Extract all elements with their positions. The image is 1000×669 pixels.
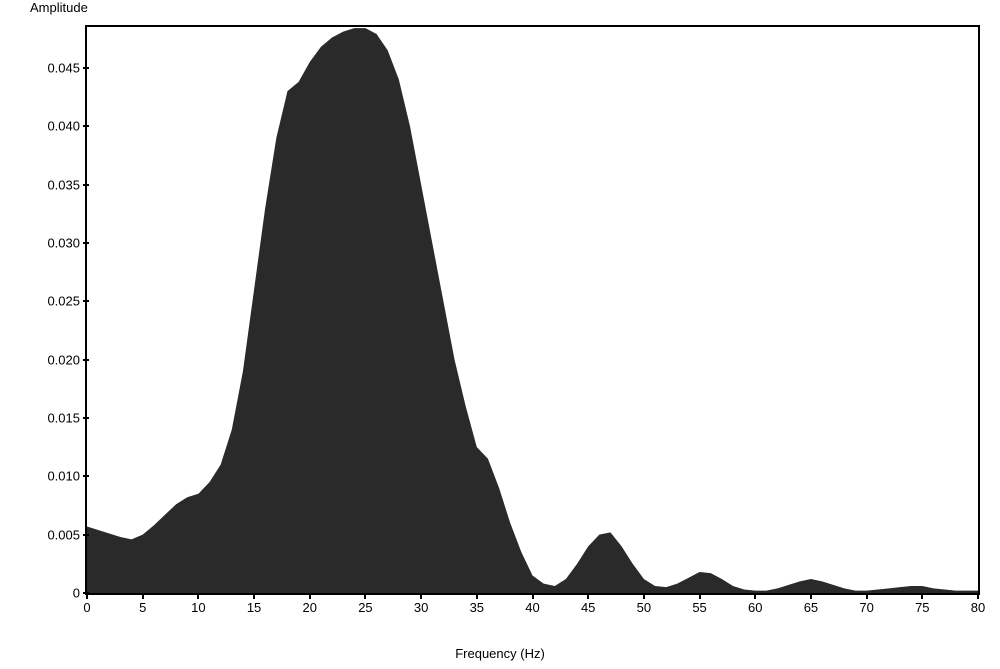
x-tick-mark xyxy=(364,593,366,599)
x-tick-mark xyxy=(587,593,589,599)
x-tick-mark xyxy=(86,593,88,599)
y-tick-mark xyxy=(83,534,89,536)
y-tick-label: 0.010 xyxy=(20,469,80,484)
x-tick-label: 65 xyxy=(804,600,818,615)
area-fill-path xyxy=(87,28,978,593)
x-tick-label: 10 xyxy=(191,600,205,615)
y-tick-label: 0.035 xyxy=(20,177,80,192)
x-tick-label: 25 xyxy=(358,600,372,615)
y-tick-label: 0.045 xyxy=(20,60,80,75)
x-tick-mark xyxy=(197,593,199,599)
x-tick-label: 50 xyxy=(637,600,651,615)
y-tick-mark xyxy=(83,417,89,419)
plot-area xyxy=(85,25,980,595)
x-tick-label: 55 xyxy=(692,600,706,615)
x-tick-mark xyxy=(420,593,422,599)
x-tick-mark xyxy=(866,593,868,599)
x-tick-mark xyxy=(476,593,478,599)
x-tick-label: 35 xyxy=(470,600,484,615)
x-tick-mark xyxy=(977,593,979,599)
y-tick-mark xyxy=(83,184,89,186)
y-tick-mark xyxy=(83,67,89,69)
x-tick-label: 30 xyxy=(414,600,428,615)
x-tick-mark xyxy=(754,593,756,599)
x-tick-mark xyxy=(921,593,923,599)
x-tick-mark xyxy=(532,593,534,599)
area-plot-svg xyxy=(87,27,978,593)
x-tick-label: 20 xyxy=(303,600,317,615)
x-tick-label: 45 xyxy=(581,600,595,615)
x-tick-mark xyxy=(810,593,812,599)
x-tick-label: 60 xyxy=(748,600,762,615)
y-tick-label: 0.020 xyxy=(20,352,80,367)
x-axis-title: Frequency (Hz) xyxy=(455,646,545,661)
x-tick-label: 5 xyxy=(139,600,146,615)
x-tick-mark xyxy=(142,593,144,599)
x-tick-label: 15 xyxy=(247,600,261,615)
x-tick-label: 75 xyxy=(915,600,929,615)
y-tick-mark xyxy=(83,300,89,302)
x-tick-mark xyxy=(643,593,645,599)
y-tick-label: 0.025 xyxy=(20,294,80,309)
y-tick-label: 0.030 xyxy=(20,235,80,250)
x-tick-mark xyxy=(253,593,255,599)
y-axis-title: Amplitude xyxy=(30,0,88,15)
y-tick-mark xyxy=(83,359,89,361)
y-tick-label: 0.005 xyxy=(20,527,80,542)
x-tick-mark xyxy=(309,593,311,599)
x-tick-label: 40 xyxy=(525,600,539,615)
y-tick-mark xyxy=(83,242,89,244)
y-tick-label: 0.015 xyxy=(20,410,80,425)
x-tick-label: 70 xyxy=(859,600,873,615)
x-tick-mark xyxy=(699,593,701,599)
y-tick-mark xyxy=(83,475,89,477)
y-tick-mark xyxy=(83,125,89,127)
x-tick-label: 0 xyxy=(83,600,90,615)
spectrum-chart: Amplitude 0 0.005 0.010 0.015 0.020 0.025 0.03… xyxy=(0,0,1000,669)
x-tick-label: 80 xyxy=(971,600,985,615)
y-tick-label: 0 xyxy=(20,586,80,601)
y-tick-label: 0.040 xyxy=(20,119,80,134)
